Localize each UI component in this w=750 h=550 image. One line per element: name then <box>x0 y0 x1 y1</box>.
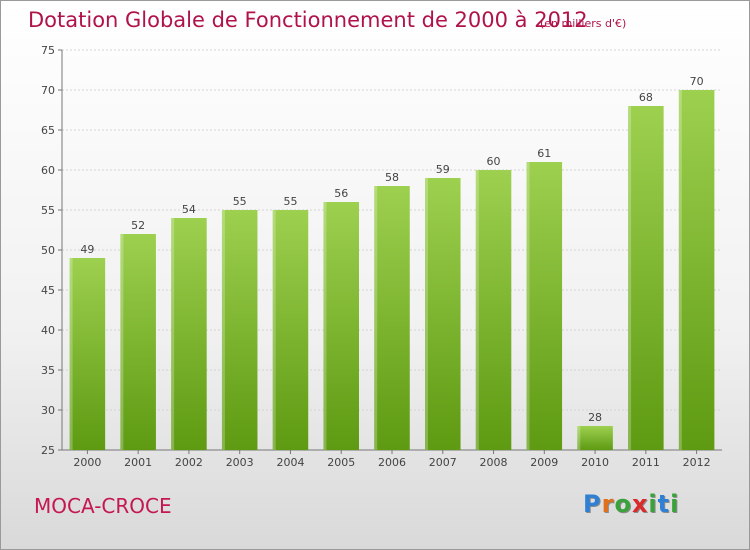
y-tick-label: 45 <box>41 284 55 297</box>
bar-highlight <box>272 210 276 450</box>
y-tick-label: 55 <box>41 204 55 217</box>
value-label: 61 <box>537 147 551 160</box>
bar-2000[interactable] <box>69 258 106 450</box>
x-tick-label: 2008 <box>480 456 508 469</box>
bar-2008[interactable] <box>475 170 512 450</box>
bar-highlight <box>475 170 479 450</box>
logo-letter: P <box>583 490 602 518</box>
y-tick-labels: 25 30 35 40 45 50 55 60 65 70 75 <box>41 44 55 457</box>
y-tick-label: 30 <box>41 404 55 417</box>
value-label: 59 <box>436 163 450 176</box>
logo-letter: i <box>670 490 680 518</box>
y-tick-label: 75 <box>41 44 55 57</box>
logo-letter: x <box>631 490 649 518</box>
bar-2006[interactable] <box>374 186 410 450</box>
x-tick-label: 2010 <box>581 456 609 469</box>
bar-highlight <box>323 202 327 450</box>
value-label: 58 <box>385 171 399 184</box>
bar-highlight <box>221 210 225 450</box>
x-tick-label: 2012 <box>683 456 711 469</box>
proxiti-logo[interactable]: Proxiti <box>583 490 679 518</box>
y-tick-label: 65 <box>41 124 55 137</box>
bar-2005[interactable] <box>323 202 359 450</box>
value-label: 68 <box>639 91 653 104</box>
value-label: 55 <box>283 195 297 208</box>
y-tick-label: 40 <box>41 324 55 337</box>
y-tick-label: 60 <box>41 164 55 177</box>
logo-letter: t <box>657 490 671 518</box>
value-label: 70 <box>690 75 704 88</box>
bar-2004[interactable] <box>272 210 309 450</box>
x-tick-label: 2004 <box>276 456 304 469</box>
bar-2003[interactable] <box>221 210 258 450</box>
bar-highlight <box>171 218 175 450</box>
y-tick-label: 35 <box>41 364 55 377</box>
x-tick-label: 2006 <box>378 456 406 469</box>
value-label: 54 <box>182 203 196 216</box>
bar-highlight <box>425 178 428 450</box>
bar-2012[interactable] <box>678 90 715 450</box>
bar-highlight <box>69 258 73 450</box>
bar-highlight <box>577 426 581 450</box>
x-tick-label: 2005 <box>327 456 355 469</box>
y-tick-label: 50 <box>41 244 55 257</box>
chart-title: Dotation Globale de Fonctionnement de 20… <box>28 8 588 32</box>
value-label: 28 <box>588 411 602 424</box>
value-labels: 49 52 54 55 55 56 58 59 60 61 28 68 70 <box>80 75 703 424</box>
bar-highlight <box>120 234 124 450</box>
bars <box>69 90 715 450</box>
bar-2011[interactable] <box>628 106 664 450</box>
value-label: 52 <box>131 219 145 232</box>
commune-name: MOCA-CROCE <box>34 494 172 518</box>
bar-highlight <box>374 186 378 450</box>
x-tick-label: 2007 <box>429 456 457 469</box>
bar-highlight <box>678 90 682 450</box>
x-tick-label: 2003 <box>226 456 254 469</box>
bar-2002[interactable] <box>171 218 207 450</box>
bar-2010[interactable] <box>577 426 613 450</box>
x-tick-label: 2009 <box>530 456 558 469</box>
value-label: 60 <box>487 155 501 168</box>
bar-2009[interactable] <box>526 162 563 450</box>
x-tick-label: 2001 <box>124 456 152 469</box>
x-tick-label: 2011 <box>632 456 660 469</box>
unit-label: (en milliers d'€) <box>540 17 627 30</box>
x-tick-label: 2000 <box>73 456 101 469</box>
value-label: 55 <box>233 195 247 208</box>
bar-highlight <box>628 106 632 450</box>
y-tick-label: 70 <box>41 84 55 97</box>
logo-letter: o <box>614 490 632 518</box>
y-tick-label: 25 <box>41 444 55 457</box>
bar-2007[interactable] <box>425 178 461 450</box>
x-tick-label: 2002 <box>175 456 203 469</box>
logo-letter: i <box>648 490 658 518</box>
bar-highlight <box>526 162 530 450</box>
bar-2001[interactable] <box>120 234 156 450</box>
logo-letter: r <box>601 490 615 518</box>
x-tick-labels: 2000 2001 2002 2003 2004 2005 2006 2007 2008 2009… <box>73 456 710 469</box>
value-label: 49 <box>80 243 94 256</box>
value-label: 56 <box>334 187 348 200</box>
